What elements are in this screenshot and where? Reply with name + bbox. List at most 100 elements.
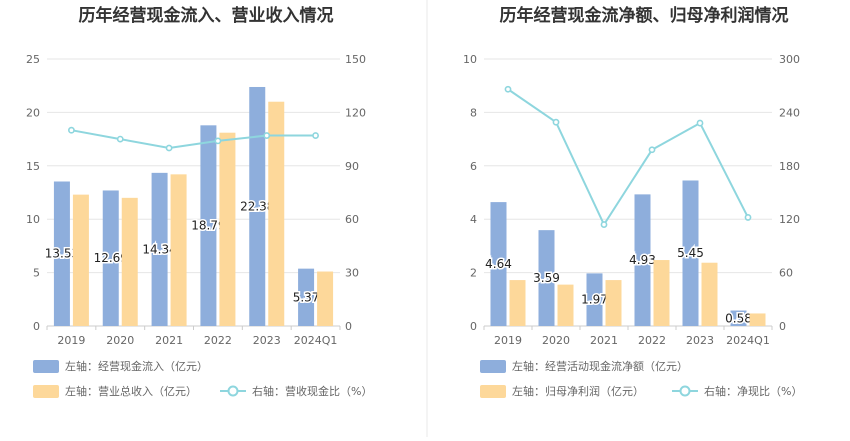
y-left-tick-label: 5 [33,267,40,280]
legend-label: 左轴：营业总收入（亿元） [65,384,197,398]
legend-label: 右轴：净现比（%） [704,384,802,398]
y-right-tick-label: 240 [779,106,800,119]
y-left-tick-label: 10 [463,53,477,66]
y-right-tick-label: 120 [345,106,366,119]
bar-data-label: 4.64 [485,257,512,271]
x-tick-label: 2019 [57,334,85,347]
chart-title: 历年经营现金流入、营业收入情况 [79,5,334,26]
y-left-tick-label: 6 [470,160,477,173]
bar-data-label: 14.34 [142,242,176,256]
line-point [165,144,173,152]
legend-label: 左轴：经营活动现金流净额（亿元） [512,359,688,373]
x-tick-label: 2024Q1 [294,334,338,347]
x-tick-label: 2019 [494,334,522,347]
bar [170,174,187,326]
bar-data-label: 1.97 [581,293,608,307]
series-line [71,129,316,150]
bar [298,268,315,326]
bar [749,313,766,326]
legend-swatch [480,360,506,373]
bar-data-label: 12.69 [94,251,128,265]
y-left-tick-label: 2 [470,267,477,280]
bar [586,273,603,326]
bar [121,197,138,326]
line-point [214,137,222,145]
bar [72,194,89,326]
y-left-tick-label: 0 [33,320,40,333]
x-tick-label: 2023 [253,334,281,347]
bar [557,284,574,326]
bar-data-label: 18.79 [191,219,225,233]
bar-data-label: 0.58 [725,311,752,325]
legend-swatch [33,385,59,398]
y-left-tick-label: 15 [26,160,40,173]
bar [102,190,119,326]
line-point [648,146,656,154]
x-tick-label: 2021 [155,334,183,347]
y-left-tick-label: 0 [470,320,477,333]
y-right-tick-label: 60 [345,213,359,226]
bar [605,280,622,326]
bar [249,86,266,326]
legend-label: 右轴：营收现金比（%） [252,384,372,398]
legend-swatch-marker [227,385,239,397]
y-right-tick-label: 0 [345,320,352,333]
legend-swatch [33,360,59,373]
bar-data-label: 3.59 [533,271,560,285]
line-point [263,132,271,139]
bar-data-label: 13.53 [45,247,79,261]
x-tick-label: 2020 [106,334,134,347]
bar [490,202,507,326]
y-right-tick-label: 30 [345,267,359,280]
y-right-tick-label: 150 [345,53,366,66]
bar [200,125,217,326]
x-tick-label: 2022 [204,334,232,347]
bar [53,181,70,326]
legend-swatch-marker [679,385,691,397]
bar [538,230,555,326]
bar-data-label: 5.37 [293,290,320,304]
legend-swatch [480,385,506,398]
bar [701,262,718,326]
bar [730,310,747,326]
bar-data-label: 22.38 [240,199,274,213]
bar [682,180,699,326]
y-right-tick-label: 300 [779,53,800,66]
y-right-tick-label: 0 [779,320,786,333]
line-point [116,135,124,143]
y-left-tick-label: 20 [26,106,40,119]
bar [317,271,334,326]
x-tick-label: 2021 [590,334,618,347]
y-left-tick-label: 8 [470,106,477,119]
line-point [552,118,560,126]
x-tick-label: 2020 [542,334,570,347]
y-right-tick-label: 60 [779,267,793,280]
line-point [696,119,704,127]
bar [219,132,236,326]
bar [653,260,670,326]
bar [509,280,526,326]
y-right-tick-label: 180 [779,160,800,173]
bar [151,172,168,326]
y-right-tick-label: 120 [779,213,800,226]
bar-data-label: 5.45 [677,246,704,260]
series-line [507,88,749,227]
bar-data-label: 4.93 [629,253,656,267]
y-right-tick-label: 90 [345,160,359,173]
x-tick-label: 2022 [638,334,666,347]
y-left-tick-label: 25 [26,53,40,66]
y-left-tick-label: 10 [26,213,40,226]
bar [268,101,285,326]
legend-label: 左轴：经营现金流入（亿元） [65,359,208,373]
line-point [504,85,512,93]
y-left-tick-label: 4 [470,213,477,226]
line-point [744,214,752,221]
line-point [312,132,319,139]
chart-title: 历年经营现金流净额、归母净利润情况 [500,5,789,26]
x-tick-label: 2024Q1 [726,334,770,347]
bar [634,194,651,326]
legend-label: 左轴：归母净利润（亿元） [512,384,644,398]
line-point [68,126,75,134]
